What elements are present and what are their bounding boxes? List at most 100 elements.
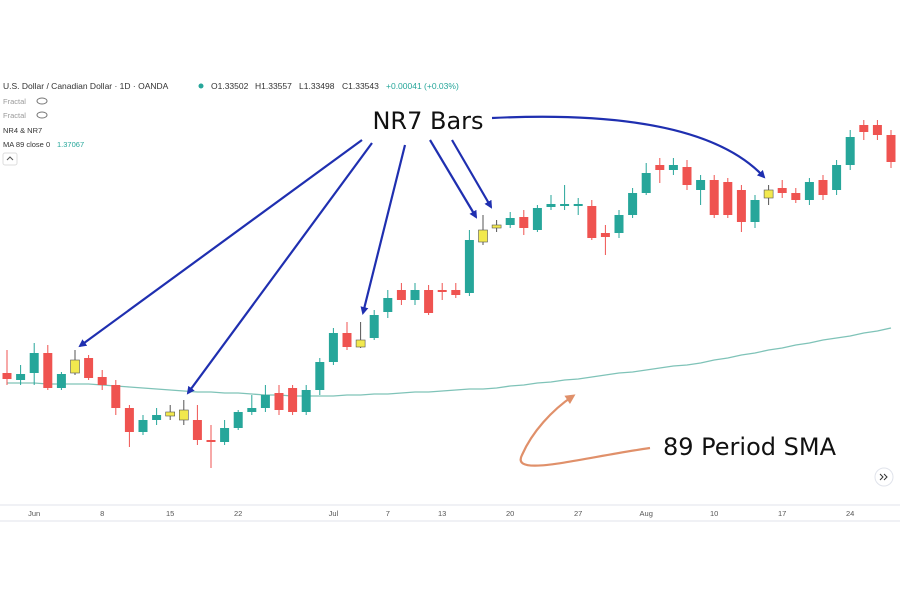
candle-body [505,218,515,225]
x-tick-label: Jun [28,509,40,518]
candle-body [845,137,855,165]
candle-body [84,358,94,378]
candle-body [736,190,746,222]
candle-body [315,362,325,390]
candle-body [383,298,393,312]
candle-body [424,290,434,313]
scroll-button[interactable] [874,467,894,487]
open-label: O1.33502 [211,81,249,91]
candle-body [124,408,134,432]
candle-body [43,353,53,388]
collapse-icon [6,156,14,161]
candle-body [560,204,570,206]
candle-body [886,135,896,162]
candle-body [491,224,502,229]
change-label: +0.00041 (+0.03%) [386,81,459,91]
candle-body [138,420,148,432]
candle-body [546,204,556,207]
scroll-icon [879,473,888,481]
symbol-title: U.S. Dollar / Canadian Dollar · 1D · OAN… [3,81,169,91]
candle-body [641,173,651,193]
candle-body [56,374,66,388]
candle-body [791,193,801,200]
arrow [186,142,373,395]
candle-body [301,390,311,412]
candle-body [750,200,760,222]
ma-label: MA 89 close 0 [3,140,50,149]
indicator-label: Fractal [3,97,26,106]
x-tick-label: 17 [778,509,786,518]
close-label: C1.33543 [342,81,379,91]
candle-body [614,215,624,233]
candle-body [709,180,719,215]
candle-body [152,415,162,420]
candle-body [97,377,107,385]
candle-body [274,393,284,410]
candle-body [165,411,175,417]
candle-body [532,208,542,230]
candle-body [859,125,869,132]
visibility-icon[interactable] [36,97,48,105]
x-tick-label: 13 [438,509,446,518]
plot-area [2,120,896,468]
candle-body [179,409,189,421]
annotation: 89 Period SMA [663,433,837,461]
x-tick-label: Aug [640,509,653,518]
candle-body [2,373,12,379]
candle-body [260,395,270,408]
indicator-label: NR4 & NR7 [3,126,42,135]
candle-body [587,206,597,238]
arrow [78,139,363,348]
x-tick-label: 10 [710,509,718,518]
candle-body [763,189,774,199]
x-tick-label: 8 [100,509,104,518]
candle-body [342,333,352,347]
candle-body [628,193,638,215]
x-tick-label: 27 [574,509,582,518]
indicator-label: Fractal [3,111,26,120]
candle-body [832,165,842,190]
candle-body [573,204,583,206]
candle-body [519,217,529,228]
arrow [429,139,478,219]
x-tick-label: 15 [166,509,174,518]
candle-body [206,440,216,442]
candle-body [818,180,828,195]
candle-body [464,240,474,293]
arrow [360,144,407,315]
arrow [491,115,766,179]
candle-body [288,388,298,412]
candle-body [396,290,406,300]
candle-body [328,333,338,362]
candle-body [220,428,230,442]
annotation: NR7 Bars [372,107,483,135]
candle-body [247,408,257,412]
visibility-icon[interactable] [36,111,48,119]
annotation-arrows [78,115,766,395]
sma-arrow [519,394,651,467]
collapse-button[interactable] [2,152,18,166]
ma-value: 1.37067 [57,140,84,149]
arrow [451,139,493,209]
candle-body [655,165,665,170]
candle-body [70,359,80,374]
candle-body [410,290,420,300]
candle-body [872,125,882,135]
candle-body [696,180,706,190]
x-tick-label: 20 [506,509,514,518]
candle-body [600,233,610,237]
x-tick-label: 24 [846,509,854,518]
sma-line [7,327,892,397]
candle-body [682,167,692,185]
status-dot [198,83,204,89]
candle-body [233,412,243,428]
candle-body [369,315,379,338]
candle-body [777,188,787,193]
candle-body [16,374,26,380]
high-label: H1.33557 [255,81,292,91]
candle-body [111,385,121,408]
x-tick-label: 22 [234,509,242,518]
candle-body [192,420,202,440]
x-tick-label: 7 [386,509,390,518]
